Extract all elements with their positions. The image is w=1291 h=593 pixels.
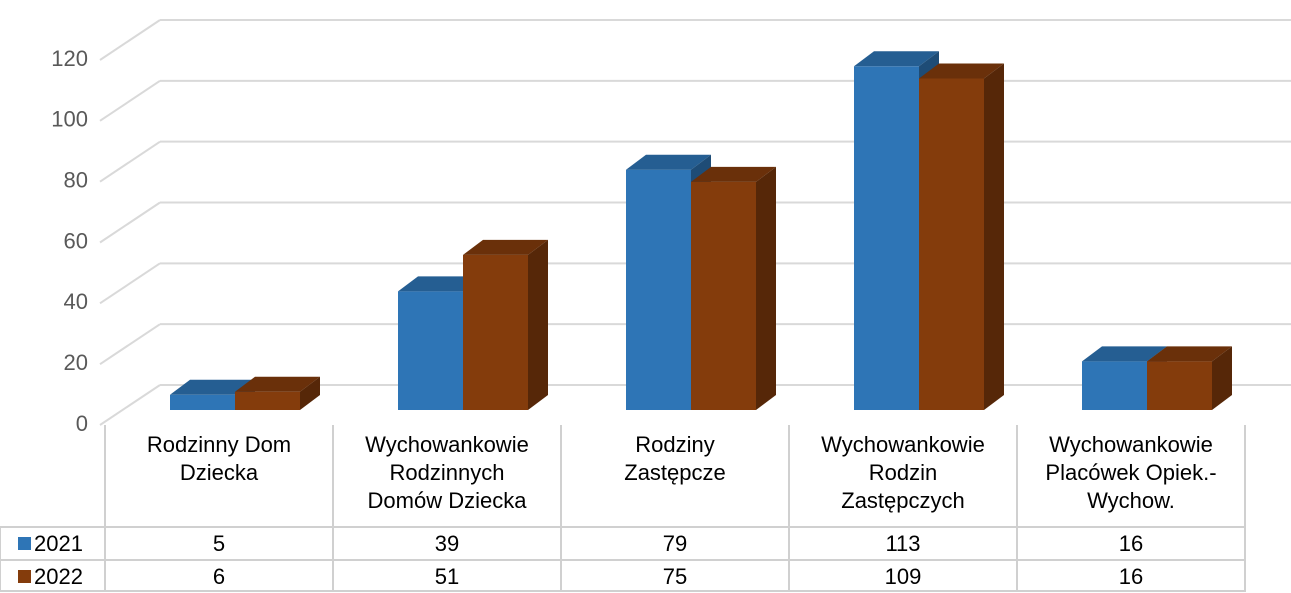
bar-top: [463, 239, 548, 255]
table-value: 113: [789, 527, 1017, 560]
bar-front: [691, 181, 756, 410]
category-label-text: Rodzinny Dom Dziecka: [146, 432, 292, 485]
table-value-text: 16: [1118, 530, 1144, 556]
table-value: 16: [1017, 527, 1245, 560]
bar-top: [170, 379, 255, 395]
grid-line: [99, 201, 161, 244]
y-tick-label: 20: [64, 350, 88, 375]
bar-front: [854, 66, 919, 411]
category-label-text: Wychowankowie Placówek Opiek.-Wychow.: [1045, 432, 1217, 513]
table-value-text: 113: [885, 530, 921, 556]
bar-front: [463, 254, 528, 410]
table-value: 79: [561, 527, 789, 560]
bar-top: [854, 51, 939, 67]
category-label-text: Rodziny Zastępcze: [624, 432, 726, 485]
table-value-text: 75: [662, 563, 688, 589]
legend-entry: 2021: [0, 527, 105, 560]
category-label: Wychowankowie Rodzin Zastępczych: [789, 425, 1017, 527]
table-value: 39: [333, 527, 561, 560]
legend-text: 2021: [34, 530, 83, 556]
bar-front: [626, 169, 691, 410]
legend-text: 2022: [34, 563, 83, 589]
bar-front: [235, 391, 300, 410]
category-label-text: Wychowankowie Rodzin Zastępczych: [821, 432, 985, 513]
bar-front: [170, 394, 235, 410]
y-tick-label: 0: [76, 411, 88, 436]
bar-front: [1147, 361, 1212, 410]
y-tick-label: 80: [64, 167, 88, 192]
category-label: Wychowankowie Rodzinnych Domów Dziecka: [333, 425, 561, 527]
grid-line: [99, 323, 161, 365]
y-tick-label: 40: [64, 289, 88, 314]
grid-line: [99, 262, 161, 305]
bar-top: [691, 166, 776, 182]
table-value-text: 5: [212, 530, 226, 556]
table-value-text: 16: [1118, 563, 1144, 589]
table-value: 75: [561, 560, 789, 593]
grid-line: [99, 140, 161, 183]
bar-top: [919, 63, 1004, 79]
table-value-text: 79: [662, 530, 688, 556]
legend-key: [18, 537, 31, 550]
bar-side: [984, 63, 1004, 410]
category-label-text: Wychowankowie Rodzinnych Domów Dziecka: [365, 432, 529, 513]
table-value: 51: [333, 560, 561, 593]
bar-side: [1212, 346, 1232, 410]
legend-entry: 2022: [0, 560, 105, 593]
table-value: 109: [789, 560, 1017, 593]
category-label: Wychowankowie Placówek Opiek.-Wychow.: [1017, 425, 1245, 527]
y-tick-label: 120: [51, 46, 88, 71]
table-value: 6: [105, 560, 333, 593]
category-label: Rodzinny Dom Dziecka: [105, 425, 333, 527]
bar-top: [1147, 346, 1232, 362]
legend-key: [18, 570, 31, 583]
bar-side: [300, 376, 320, 410]
grid-line: [99, 384, 161, 426]
table-value: 16: [1017, 560, 1245, 593]
category-label: Rodziny Zastępcze: [561, 425, 789, 527]
bar-front: [1082, 361, 1147, 410]
bar-top: [1082, 346, 1167, 362]
table-value-text: 109: [884, 563, 922, 589]
y-tick-label: 60: [64, 228, 88, 253]
bar-top: [398, 276, 483, 292]
grid-line: [99, 19, 161, 61]
table-value-text: 39: [434, 530, 460, 556]
bar-front: [398, 291, 463, 410]
bar-top: [626, 154, 711, 170]
grid-line: [99, 80, 161, 122]
bar-side: [528, 239, 548, 410]
table-value-text: 51: [434, 563, 460, 589]
bar-top: [235, 376, 320, 392]
bar-side: [756, 166, 776, 410]
table-value: 5: [105, 527, 333, 560]
table-value-text: 6: [212, 563, 226, 589]
bar-front: [919, 78, 984, 410]
y-tick-label: 100: [51, 107, 88, 132]
